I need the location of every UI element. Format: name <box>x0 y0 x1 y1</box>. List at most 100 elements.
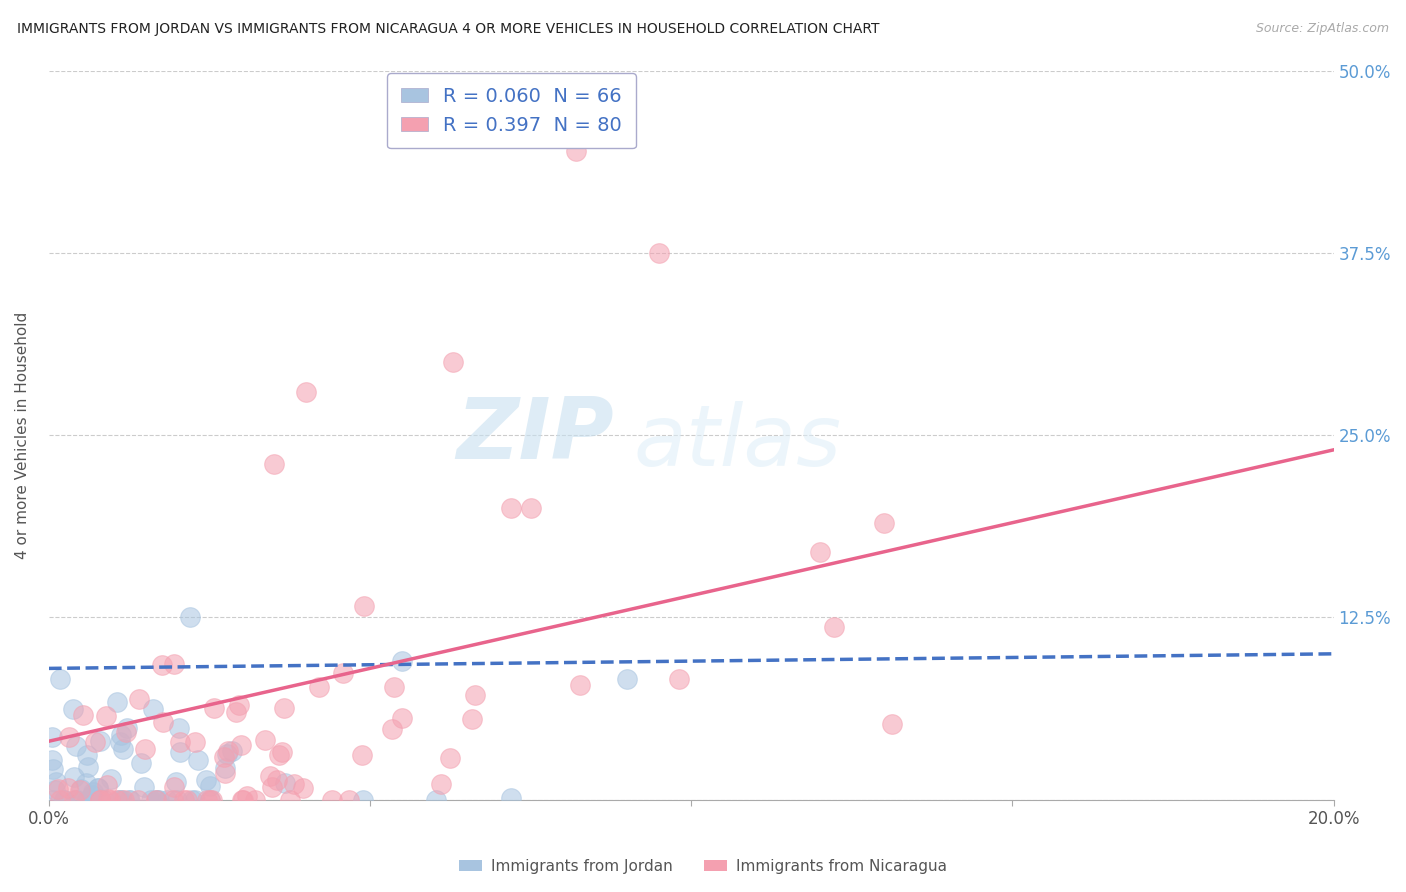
Point <box>439 751 461 765</box>
Legend: Immigrants from Jordan, Immigrants from Nicaragua: Immigrants from Jordan, Immigrants from … <box>453 853 953 880</box>
Point <box>200 792 222 806</box>
Point <box>87 780 110 795</box>
Point <box>243 792 266 806</box>
Point <box>232 792 254 806</box>
Point <box>200 779 222 793</box>
Point <box>169 734 191 748</box>
Point <box>187 753 209 767</box>
Point <box>77 760 100 774</box>
Point <box>56 781 79 796</box>
Point <box>162 792 184 806</box>
Point <box>132 780 155 794</box>
Point <box>501 501 523 516</box>
Point <box>128 692 150 706</box>
Point <box>156 792 179 806</box>
Point <box>118 792 141 806</box>
Point <box>80 788 103 802</box>
Point <box>167 721 190 735</box>
Point <box>229 739 252 753</box>
Point <box>254 732 277 747</box>
Point <box>108 792 131 806</box>
Point <box>228 698 250 713</box>
Point <box>173 792 195 806</box>
Point <box>259 769 281 783</box>
Point <box>184 792 207 806</box>
Point <box>163 657 186 672</box>
Point <box>391 654 413 668</box>
Point <box>45 775 67 789</box>
Point <box>63 792 86 806</box>
Point <box>179 610 201 624</box>
Point <box>217 747 239 761</box>
Point <box>72 708 94 723</box>
Point <box>217 744 239 758</box>
Point <box>115 721 138 735</box>
Point <box>46 781 69 796</box>
Point <box>214 762 236 776</box>
Point <box>443 355 465 369</box>
Point <box>82 792 104 806</box>
Point <box>166 792 188 806</box>
Point <box>194 772 217 787</box>
Point <box>337 792 360 806</box>
Point <box>616 672 638 686</box>
Text: atlas: atlas <box>633 401 841 484</box>
Point <box>271 746 294 760</box>
Point <box>391 711 413 725</box>
Point <box>53 792 76 806</box>
Point <box>44 783 66 797</box>
Point <box>280 792 302 806</box>
Point <box>96 779 118 793</box>
Point <box>76 747 98 762</box>
Point <box>332 665 354 680</box>
Point <box>110 728 132 742</box>
Point <box>76 792 98 806</box>
Point <box>127 792 149 806</box>
Point <box>89 733 111 747</box>
Point <box>165 775 187 789</box>
Point <box>69 783 91 797</box>
Point <box>114 792 136 806</box>
Point <box>84 735 107 749</box>
Point <box>668 672 690 686</box>
Point <box>321 792 343 806</box>
Y-axis label: 4 or more Vehicles in Household: 4 or more Vehicles in Household <box>15 311 30 559</box>
Point <box>353 599 375 613</box>
Point <box>221 744 243 758</box>
Legend: R = 0.060  N = 66, R = 0.397  N = 80: R = 0.060 N = 66, R = 0.397 N = 80 <box>387 73 636 148</box>
Point <box>273 776 295 790</box>
Text: ZIP: ZIP <box>457 393 614 477</box>
Point <box>519 501 541 516</box>
Point <box>808 545 831 559</box>
Point <box>269 747 291 762</box>
Point <box>100 772 122 786</box>
Point <box>42 762 65 776</box>
Text: Source: ZipAtlas.com: Source: ZipAtlas.com <box>1256 22 1389 36</box>
Point <box>108 792 131 806</box>
Point <box>105 792 128 806</box>
Point <box>111 742 134 756</box>
Point <box>430 777 453 791</box>
Point <box>41 753 63 767</box>
Point <box>195 792 218 806</box>
Point <box>292 780 315 795</box>
Point <box>134 741 156 756</box>
Point <box>145 792 167 806</box>
Point <box>63 770 86 784</box>
Point <box>87 780 110 795</box>
Point <box>142 702 165 716</box>
Point <box>352 792 374 806</box>
Point <box>180 792 202 806</box>
Point <box>52 792 75 806</box>
Point <box>214 766 236 780</box>
Point <box>163 780 186 795</box>
Point <box>262 780 284 795</box>
Point <box>152 658 174 673</box>
Point <box>648 246 671 260</box>
Point <box>236 789 259 803</box>
Point <box>202 700 225 714</box>
Point <box>65 792 87 806</box>
Point <box>352 748 374 763</box>
Point <box>65 739 87 754</box>
Point <box>114 725 136 739</box>
